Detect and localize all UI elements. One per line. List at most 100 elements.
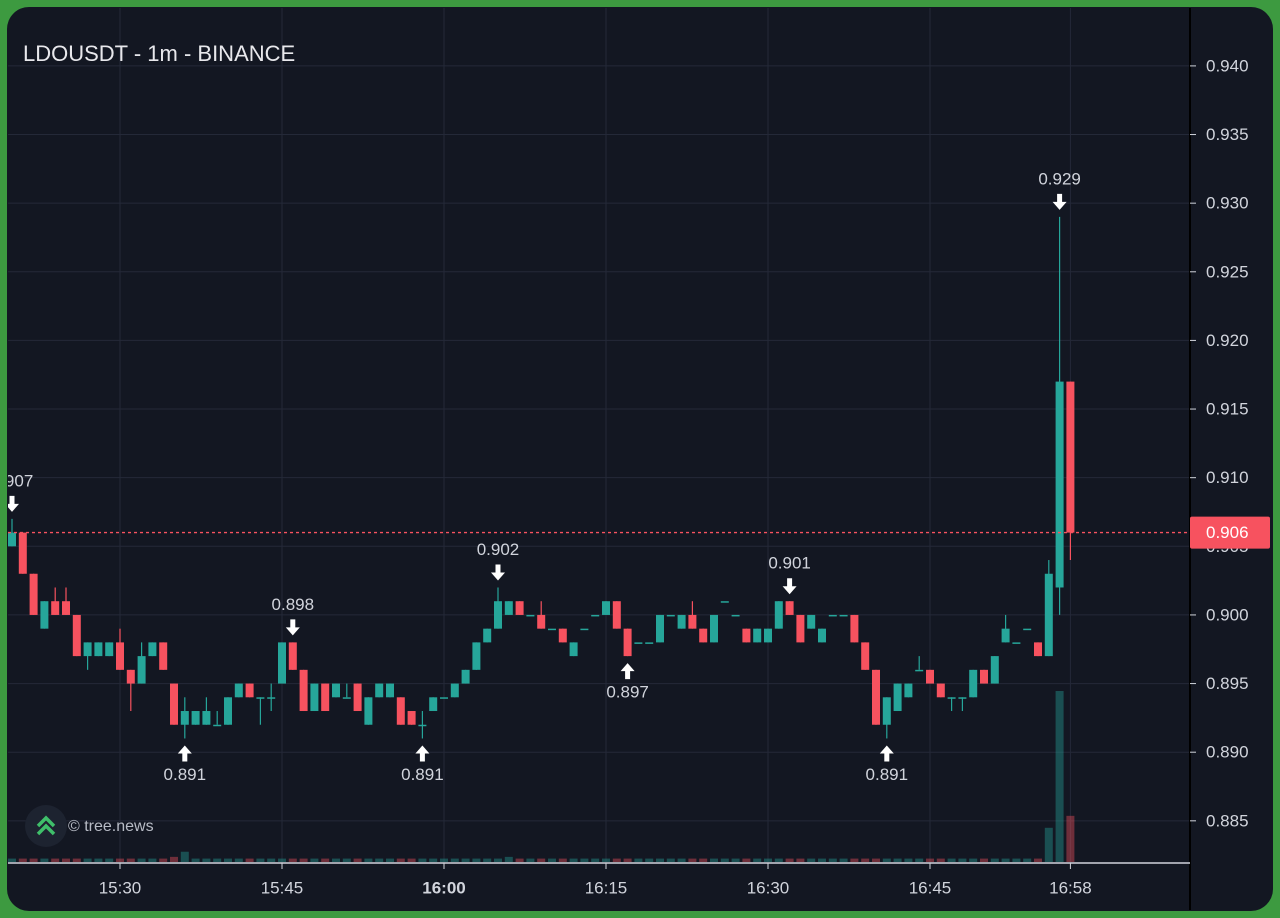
candle-body [288, 642, 297, 670]
volume-bar [321, 858, 330, 862]
candle-body [234, 683, 243, 698]
candle-body [472, 642, 481, 670]
volume-bar [170, 856, 178, 862]
candle-body [839, 614, 848, 617]
candle-body [882, 697, 891, 725]
volume-bar [904, 858, 913, 862]
x-tick-label: 16:45 [909, 878, 952, 897]
volume-bar [299, 858, 308, 862]
volume-bar [8, 858, 16, 862]
volume-bar [396, 858, 405, 862]
candle-body [461, 669, 470, 684]
candle-body [774, 601, 783, 629]
annotation-label: 0.891 [164, 765, 207, 784]
candle-body [137, 656, 146, 684]
volume-bar [418, 858, 427, 862]
candle-body [558, 628, 567, 643]
volume-bar [526, 858, 535, 862]
candle-body [602, 601, 610, 615]
volume-bar [807, 858, 816, 862]
x-tick-label: 16:58 [1049, 878, 1092, 897]
annotation-arrow [491, 564, 505, 581]
last-price-box [1190, 516, 1270, 549]
volume-bar [774, 858, 783, 862]
volume-bar [267, 858, 276, 862]
candle-body [969, 669, 978, 698]
volume-bar [1055, 691, 1064, 862]
chart-title: LDOUSDT - 1m - BINANCE [23, 41, 295, 66]
volume-bar [159, 858, 168, 862]
annotation-arrow [415, 745, 430, 762]
candle-body [245, 683, 254, 698]
volume-bar [818, 858, 826, 862]
candle-body [1066, 381, 1075, 533]
volume-bar [105, 858, 114, 862]
candle-body [332, 683, 340, 698]
candle-body [677, 614, 686, 629]
volume-bar [947, 858, 956, 862]
candle-body [947, 697, 956, 699]
candle-body [926, 669, 934, 684]
candle-body [202, 711, 211, 725]
y-tick-label: 0.920 [1206, 331, 1249, 350]
volume-bar [1034, 858, 1042, 862]
annotation-label: 0.891 [401, 765, 444, 784]
watermark-text: © tree.news [68, 818, 154, 835]
volume-bar [310, 858, 319, 862]
candle-body [429, 697, 438, 712]
candle-body [656, 614, 664, 643]
volume-bar [710, 858, 718, 862]
candle-body [51, 601, 60, 615]
candle-body [94, 642, 103, 657]
volume-bar [483, 858, 492, 862]
volume-bar [645, 858, 654, 862]
volume-bar [677, 858, 686, 862]
watermark: © tree.news [25, 805, 154, 847]
candle-body [267, 697, 276, 699]
candle-body [904, 683, 913, 698]
volume-bar [699, 858, 708, 862]
volume-bar [364, 858, 373, 862]
volume-bar [213, 858, 222, 862]
volume-bar [926, 858, 934, 862]
candle-body [364, 697, 373, 725]
volume-bar [472, 858, 481, 862]
candle-body [299, 669, 308, 712]
candle-body [83, 642, 92, 657]
candle-body [29, 573, 38, 615]
candle-body [785, 601, 794, 615]
candle-body [753, 628, 762, 643]
volume-bar [666, 858, 675, 862]
volume-bar [558, 858, 567, 862]
candle-body [623, 628, 632, 657]
candle-body [278, 642, 286, 684]
candle-body [720, 601, 729, 603]
volume-bar [753, 858, 762, 862]
volume-bar [958, 858, 967, 862]
candle-body [18, 532, 27, 574]
candle-layer [8, 216, 1075, 739]
volume-bar [882, 858, 891, 862]
volume-bar [839, 858, 848, 862]
y-tick-label: 0.895 [1206, 674, 1249, 693]
candle-body [159, 642, 168, 670]
candle-body [1012, 642, 1021, 644]
volume-bar [537, 858, 546, 862]
volume-bar [126, 858, 135, 862]
annotation-label: 0.902 [477, 540, 520, 559]
axes: 0.8850.8900.8950.9000.9050.9100.9150.920… [99, 56, 1249, 897]
volume-bar [245, 858, 254, 862]
candle-body [148, 642, 157, 657]
volume-bar [569, 858, 578, 862]
last-price-label: 0.906 [1206, 523, 1249, 542]
volume-bar [742, 858, 751, 862]
volume-bar [861, 858, 870, 862]
candle-body [310, 683, 319, 712]
volume-bar [386, 858, 394, 862]
volume-bar [461, 858, 470, 862]
candle-body [958, 697, 967, 699]
candle-body [915, 669, 924, 672]
candle-body [213, 724, 222, 727]
candle-body [407, 711, 416, 725]
